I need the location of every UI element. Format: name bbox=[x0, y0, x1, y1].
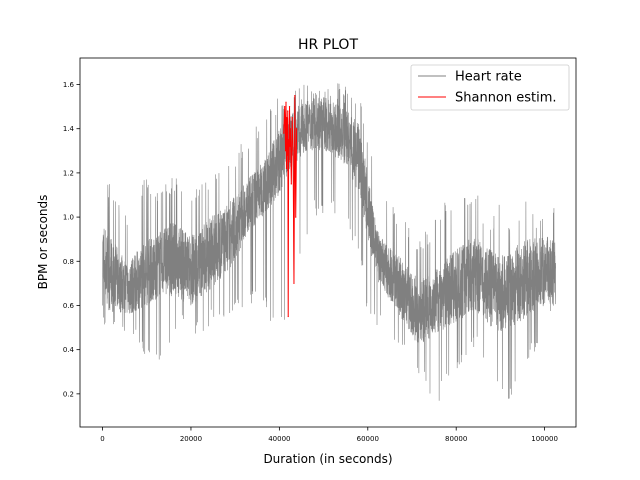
shannon-point bbox=[294, 94, 296, 97]
shannon-point bbox=[292, 150, 294, 152]
shannon-point bbox=[291, 117, 293, 119]
series-line-heart-rate bbox=[102, 83, 556, 401]
x-tick-label: 40000 bbox=[268, 435, 290, 443]
y-tick-label: 1.2 bbox=[63, 169, 74, 177]
y-tick-label: 0.2 bbox=[63, 390, 74, 398]
shannon-point bbox=[288, 139, 290, 141]
y-tick-label: 0.4 bbox=[63, 346, 75, 354]
x-tick-label: 80000 bbox=[445, 435, 467, 443]
plot-area bbox=[102, 83, 556, 401]
tick-layer: 0 20000 40000 60000 80000 100000 0.2 0.4 0.6 0.8 1… bbox=[63, 81, 558, 443]
legend-label-shannon: Shannon estim. bbox=[455, 91, 557, 106]
shannon-point bbox=[286, 117, 288, 119]
shannon-point bbox=[293, 282, 295, 284]
shannon-point bbox=[285, 101, 287, 103]
y-tick-label: 1.6 bbox=[63, 81, 75, 89]
x-tick-label: 100000 bbox=[531, 435, 558, 443]
x-tick-label: 60000 bbox=[357, 435, 379, 443]
x-axis-label: Duration (in seconds) bbox=[263, 452, 392, 466]
shannon-point bbox=[290, 183, 292, 185]
shannon-point bbox=[283, 132, 285, 134]
x-tick-label: 20000 bbox=[180, 435, 202, 443]
y-tick-label: 0.6 bbox=[63, 302, 75, 310]
legend-box bbox=[410, 64, 570, 111]
shannon-point bbox=[286, 154, 288, 156]
shannon-point bbox=[287, 110, 289, 112]
shannon-point bbox=[288, 161, 290, 163]
axes-frame bbox=[79, 57, 577, 428]
chart-title: HR PLOT bbox=[298, 37, 358, 53]
shannon-point bbox=[287, 315, 289, 318]
shannon-point bbox=[296, 128, 298, 130]
shannon-point bbox=[284, 106, 286, 108]
y-tick-label: 1.0 bbox=[63, 214, 74, 222]
legend: Heart rate Shannon estim. bbox=[410, 64, 570, 111]
legend-label-heart-rate: Heart rate bbox=[455, 70, 522, 85]
shannon-point bbox=[285, 167, 288, 170]
shannon-point bbox=[289, 145, 291, 147]
shannon-point bbox=[288, 106, 291, 108]
x-tick-label: 0 bbox=[100, 435, 104, 443]
y-tick-label: 0.8 bbox=[63, 258, 74, 266]
shannon-point bbox=[295, 216, 297, 218]
shannon-point bbox=[284, 150, 287, 152]
y-axis-label: BPM or seconds bbox=[36, 195, 50, 290]
y-tick-label: 1.4 bbox=[63, 125, 75, 133]
shannon-point bbox=[289, 128, 292, 130]
